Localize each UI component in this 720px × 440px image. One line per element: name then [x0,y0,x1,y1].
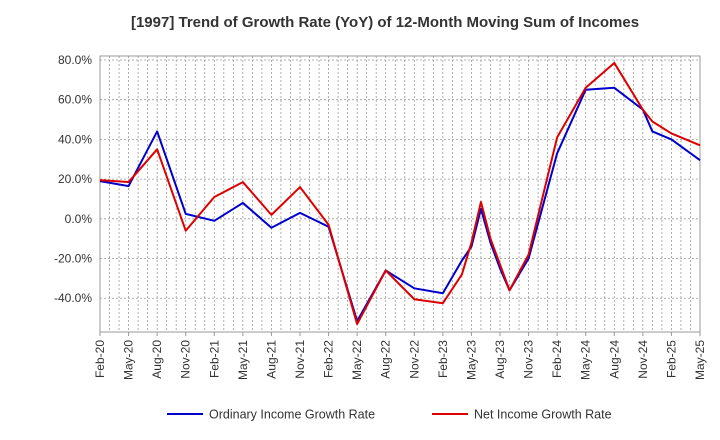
legend-label: Ordinary Income Growth Rate [209,408,375,422]
y-tick-label: 20.0% [58,172,92,186]
x-tick-label: Feb-25 [664,340,678,378]
x-tick-label: Feb-23 [436,340,450,378]
x-tick-label: Aug-23 [493,340,507,379]
x-tick-label: May-23 [464,340,478,380]
series-line-net-income [99,61,701,326]
y-tick-label: 0.0% [65,212,93,226]
y-tick-label: -20.0% [54,252,92,266]
x-axis: Feb-20 May-20 Aug-20 Nov-20 Feb-21 May-21 Aug-… [93,332,707,380]
x-tick-label: Nov-23 [522,340,536,379]
x-tick-label: Aug-20 [150,340,164,379]
series-line-ordinary-income [99,86,701,323]
x-tick-label: Feb-22 [322,340,336,378]
y-tick-label: -40.0% [54,291,92,305]
grid-lines [100,56,700,332]
y-tick-label: 40.0% [58,132,92,146]
x-tick-label: May-25 [693,340,707,380]
x-tick-label: Aug-22 [379,340,393,379]
x-tick-label: Feb-24 [550,340,564,378]
legend-label: Net Income Growth Rate [474,408,612,422]
chart-title: [1997] Trend of Growth Rate (YoY) of 12-… [130,14,640,31]
plot-area [99,55,701,333]
plot-frame [99,55,701,333]
x-tick-label: Nov-22 [407,340,421,379]
x-tick-label: May-20 [122,340,136,380]
x-tick-label: Aug-21 [264,340,278,379]
x-tick-label: May-21 [236,340,250,380]
x-tick-label: Aug-24 [607,340,621,379]
y-tick-label: 80.0% [58,53,92,67]
y-axis: 80.0% 60.0% 40.0% 20.0% 0.0% -20.0% -40.0% [54,53,92,305]
x-tick-label: Feb-20 [93,340,107,378]
series-group [99,61,701,326]
x-tick-label: Nov-21 [293,340,307,379]
x-tick-label: May-22 [350,340,364,380]
y-tick-label: 60.0% [58,93,92,107]
x-tick-label: Nov-20 [179,340,193,379]
x-tick-label: Nov-24 [636,340,650,379]
legend: Ordinary Income Growth Rate Net Income Gr… [167,408,612,422]
x-tick-label: May-24 [579,340,593,380]
x-tick-label: Feb-21 [207,340,221,378]
